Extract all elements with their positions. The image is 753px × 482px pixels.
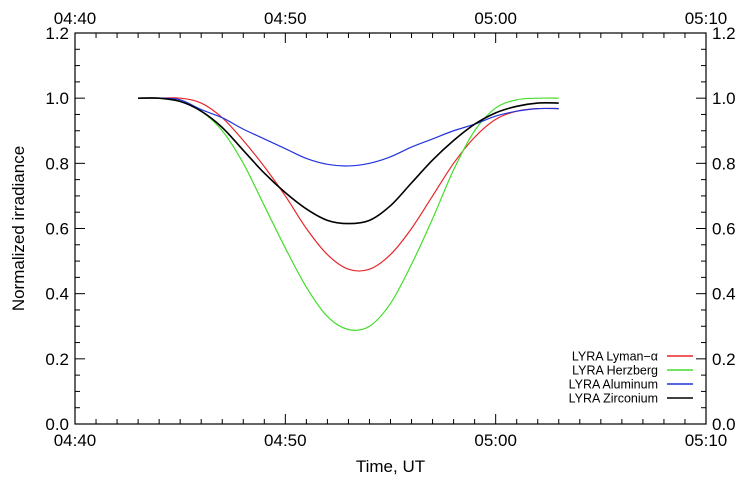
- axis-ticks: 04:40 04:50 05:00 05:10 04:40 04:50 05:00 05:10…: [45, 9, 735, 450]
- y-tick-label: 0.4: [45, 285, 69, 304]
- y-right-tick-label: 0.0: [712, 415, 736, 434]
- y-right-tick-label: 1.0: [712, 89, 736, 108]
- x-axis-title: Time, UT: [356, 457, 425, 476]
- series-line-4: [138, 97, 559, 225]
- legend-label: LYRA Herzberg: [572, 364, 658, 378]
- x-tick-label: 05:10: [685, 431, 728, 450]
- series-lines: [138, 97, 559, 331]
- legend-label: LYRA Aluminum: [569, 378, 658, 392]
- y-tick-label: 1.0: [45, 89, 69, 108]
- y-right-tick-label: 0.8: [712, 154, 736, 173]
- y-tick-label: 0.8: [45, 154, 69, 173]
- y-right-tick-label: 0.6: [712, 220, 736, 239]
- series-line-2: [138, 97, 559, 331]
- legend-label: LYRA Zirconium: [569, 392, 658, 406]
- y-tick-label: 0.2: [45, 350, 69, 369]
- y-right-tick-label: 1.2: [712, 24, 736, 43]
- series-line-1: [138, 97, 559, 272]
- y-tick-label: 0.6: [45, 220, 69, 239]
- y-tick-label: 0.0: [45, 415, 69, 434]
- y-tick-label: 1.2: [45, 24, 69, 43]
- x-tick-label: 04:50: [264, 431, 307, 450]
- legend-label: LYRA Lyman−α: [572, 350, 658, 364]
- x-top-tick-label: 05:10: [685, 9, 728, 28]
- y-axis-title: Normalized irradiance: [9, 146, 28, 311]
- x-tick-label: 05:00: [474, 431, 517, 450]
- x-top-tick-label: 04:40: [54, 9, 97, 28]
- y-right-tick-label: 0.2: [712, 350, 736, 369]
- x-tick-label: 04:40: [54, 431, 97, 450]
- y-right-tick-label: 0.4: [712, 285, 736, 304]
- x-top-tick-label: 04:50: [264, 9, 307, 28]
- series-line-3: [138, 97, 559, 167]
- x-top-tick-label: 05:00: [474, 9, 517, 28]
